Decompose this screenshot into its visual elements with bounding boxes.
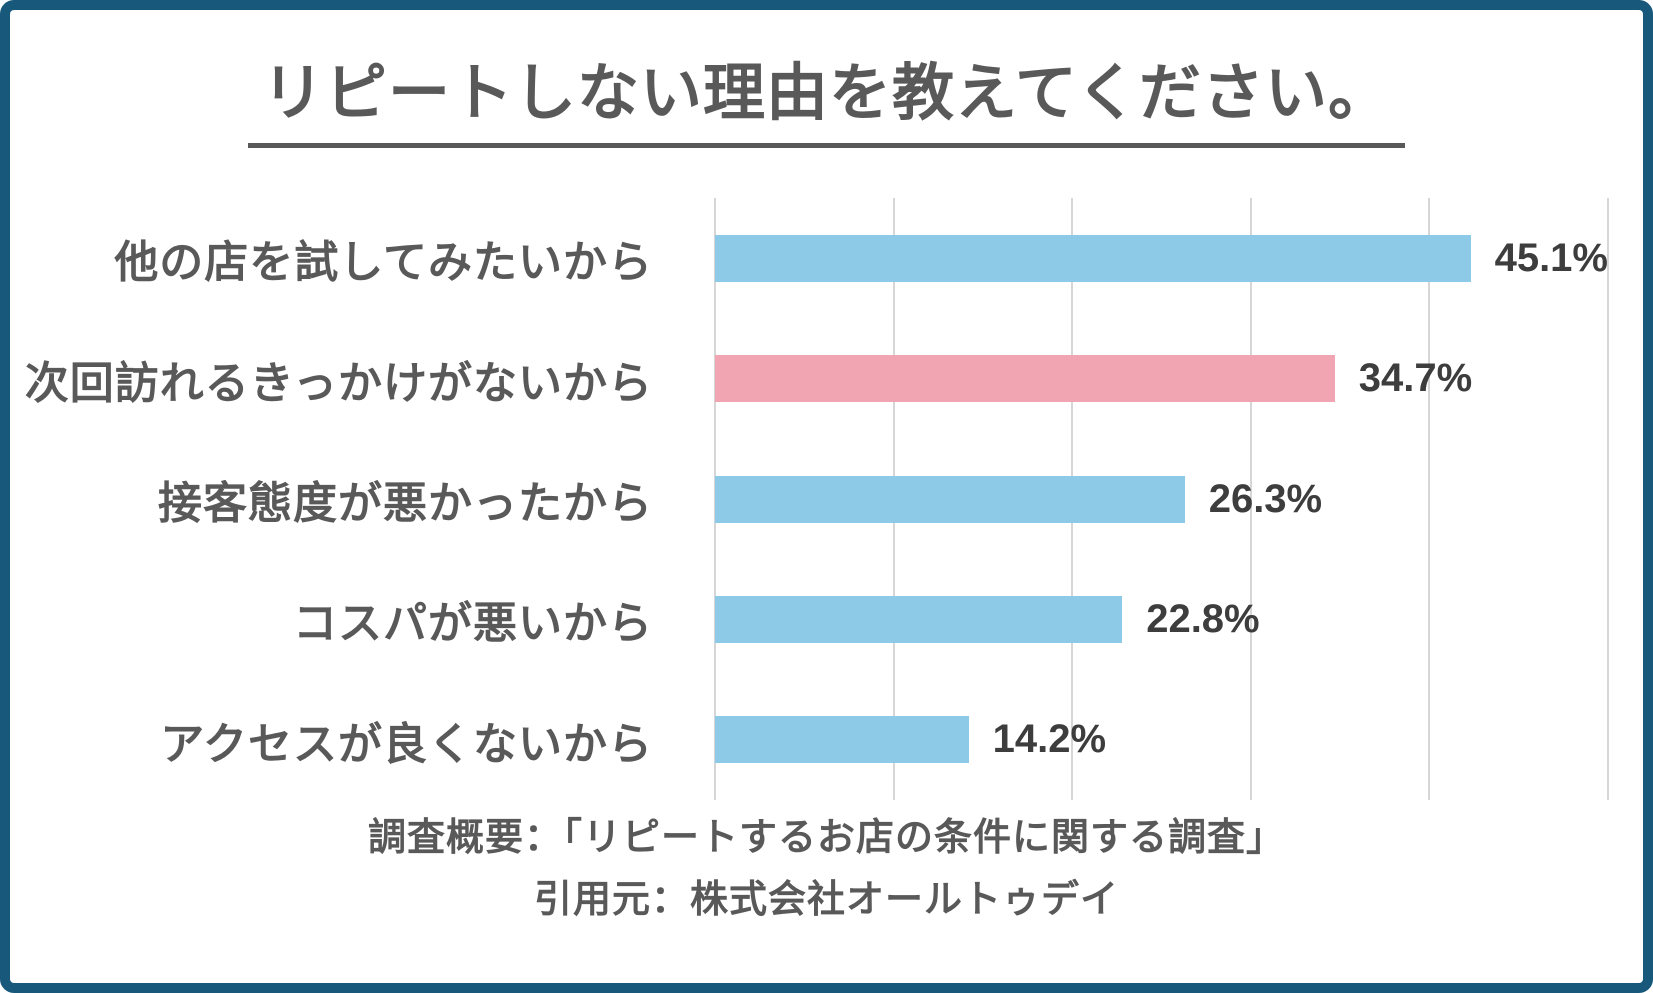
value-label: 34.7% [1358,356,1473,401]
value-label: 26.3% [1208,476,1323,521]
category-label: 次回訪れるきっかけがないから [24,358,653,408]
value-label: 22.8% [1146,596,1260,641]
bar-track: 22.8% [715,595,1608,643]
gridline [1428,198,1431,800]
bar-track: 14.2% [715,716,1608,764]
bar [715,234,1471,282]
bar [715,716,969,764]
bar-row: 次回訪れるきっかけがないから 34.7% [10,318,1643,438]
title-area: リピートしない理由を教えてください。 [10,58,1643,149]
chart-title: リピートしない理由を教えてください。 [247,58,1406,149]
category-label: コスパが悪いから [293,599,653,649]
category-label: アクセスが良くないから [160,719,653,769]
value-label: 45.1% [1494,235,1608,280]
bar-row: アクセスが良くないから 14.2% [10,680,1643,800]
bar-row: 他の店を試してみたいから 45.1% [10,198,1643,318]
bar-track: 34.7% [715,355,1608,403]
bar-row: コスパが悪いから 22.8% [10,559,1643,679]
bar-track: 45.1% [715,234,1608,282]
bar [715,595,1123,643]
value-label: 14.2% [992,717,1107,762]
gridline [1249,198,1252,800]
footer: 調査概要：「リピートするお店の条件に関する調査」 引用元：株式会社オールトゥデイ [10,808,1643,931]
source-text: 引用元：株式会社オールトゥデイ [533,878,1119,921]
bar-row: 接客態度が悪かったから 26.3% [10,439,1643,559]
bar [715,475,1185,523]
bar-rows: 他の店を試してみたいから 45.1% 次回訪れるきっかけがないから 34.7% … [10,198,1643,800]
survey-overview-text: 調査概要：「リピートするお店の条件に関する調査」 [367,817,1285,859]
category-label: 他の店を試してみたいから [114,238,653,288]
gridline [1607,198,1609,800]
bar-highlighted [715,355,1335,403]
bar-track: 26.3% [715,475,1608,523]
category-label: 接客態度が悪かったから [158,479,653,529]
